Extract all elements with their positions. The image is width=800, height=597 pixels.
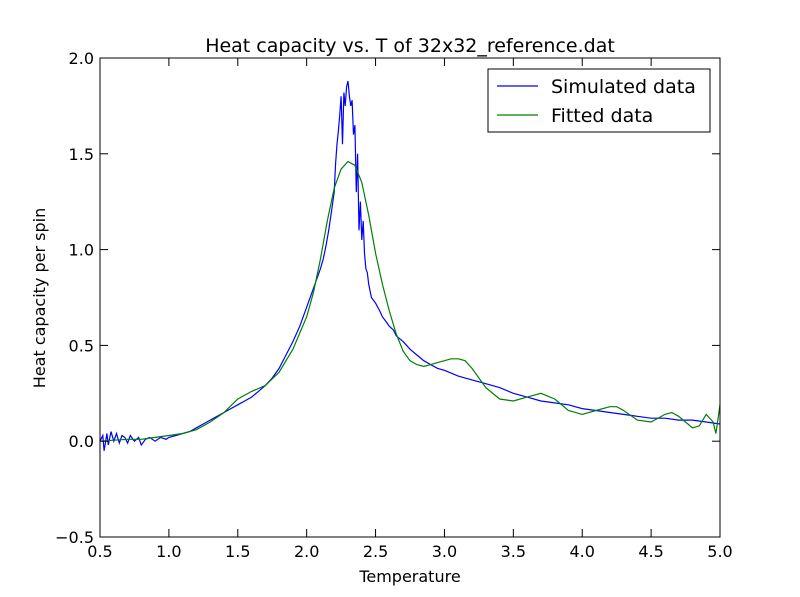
y-tick-label: 1.0 — [69, 241, 94, 260]
y-tick-label: 1.5 — [69, 145, 94, 164]
x-tick-label: 1.0 — [156, 542, 181, 561]
x-tick-label: 3.0 — [432, 542, 457, 561]
x-tick-label: 1.5 — [225, 542, 250, 561]
legend-box — [487, 68, 711, 133]
x-tick-label: 5.0 — [707, 542, 732, 561]
x-tick-label: 4.5 — [638, 542, 663, 561]
plot-area — [100, 58, 720, 537]
y-tick-label: 0.5 — [69, 336, 94, 355]
x-tick-label: 3.5 — [501, 542, 526, 561]
series-line-fitted — [99, 160, 721, 442]
plot-frame — [99, 57, 721, 538]
legend-label-fitted: Fitted data — [551, 105, 653, 127]
x-tick-label: 2.0 — [294, 542, 319, 561]
x-axis-label: Temperature — [358, 567, 460, 586]
x-axis-ticks: 0.5 1.0 1.5 2.0 2.5 3.0 3.5 4.0 4.5 5.0 — [87, 58, 733, 561]
series-layer — [99, 80, 721, 451]
legend: Simulated data Fitted data — [487, 68, 711, 133]
y-axis-ticks: −0.5 0.0 0.5 1.0 1.5 2.0 — [55, 49, 720, 547]
y-tick-label: 0.0 — [69, 432, 94, 451]
y-tick-label: −0.5 — [55, 528, 94, 547]
legend-label-simulated: Simulated data — [551, 76, 696, 98]
chart-title: Heat capacity vs. T of 32x32_reference.d… — [205, 35, 615, 57]
y-axis-label: Heat capacity per spin — [30, 208, 49, 388]
x-tick-label: 4.0 — [569, 542, 594, 561]
y-tick-label: 2.0 — [69, 49, 94, 68]
x-tick-label: 2.5 — [363, 542, 388, 561]
x-tick-label: 0.5 — [87, 542, 112, 561]
series-line-simulated — [99, 80, 721, 451]
